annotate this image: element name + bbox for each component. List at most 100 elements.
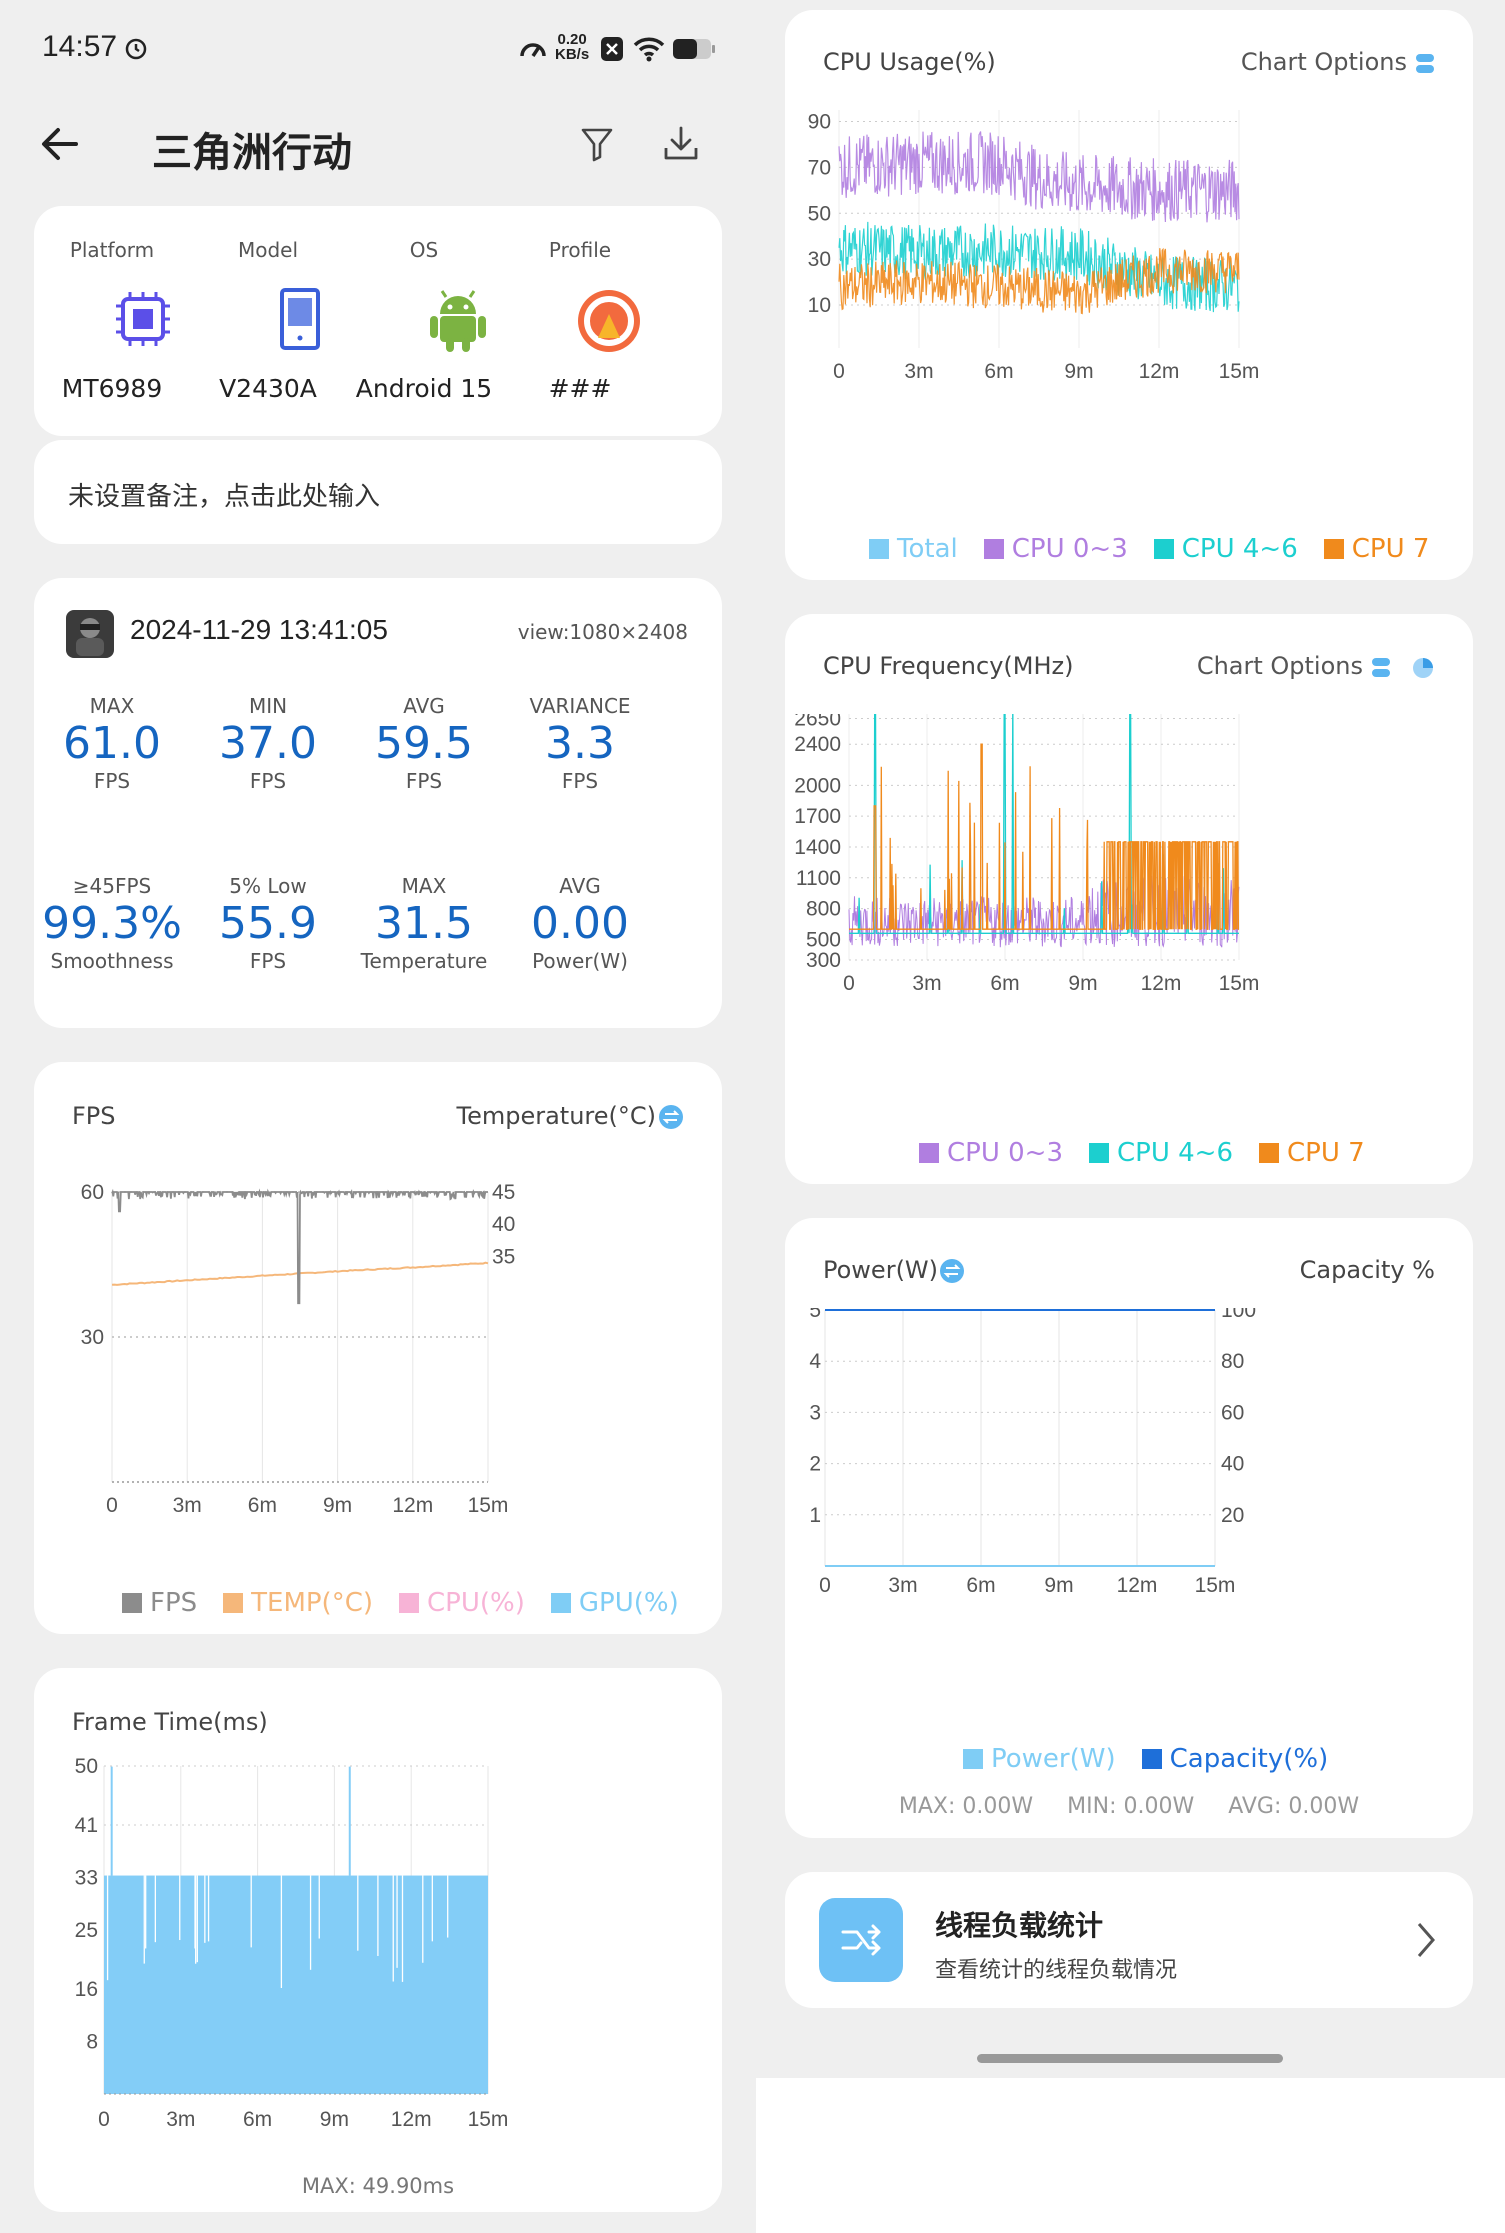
y-tick-label: 50 (75, 1755, 98, 1778)
stat-value: 0.00 (531, 898, 629, 949)
value-platform: MT6989 (61, 374, 163, 403)
x-tick-label: 9m (1064, 360, 1093, 383)
y-tick-label: 1700 (794, 805, 841, 828)
fps-chart-legend: FPS TEMP(°C) CPU(%) GPU(%) (122, 1588, 679, 1618)
switch-axis-icon[interactable] (939, 1258, 965, 1284)
stat-unit: FPS (93, 769, 131, 793)
stat-label: VARIANCE (529, 694, 631, 718)
legend-temp[interactable]: TEMP(°C) (223, 1588, 373, 1618)
y-tick-label: 33 (75, 1867, 98, 1890)
stat-label: ≥45FPS (72, 874, 152, 898)
y-right-tick-label: 20 (1221, 1504, 1244, 1527)
cpu-usage-line-1 (838, 221, 1240, 313)
bottom-area (756, 2078, 1505, 2233)
cpu-usage-line-0 (838, 131, 1240, 223)
x-tick-label: 9m (323, 1494, 352, 1517)
thread-load-card[interactable]: 线程负载统计 查看统计的线程负载情况 (785, 1872, 1473, 2008)
x-tick-label: 0 (106, 1494, 118, 1517)
stat-5pct-low: 5% Low 55.9 FPS (190, 874, 346, 973)
game-avatar (66, 610, 114, 658)
legend-swatch (1323, 539, 1344, 559)
stat-label: MAX (401, 874, 447, 898)
switch-axis-icon[interactable] (658, 1104, 684, 1130)
legend-swatch (1141, 1749, 1162, 1769)
x-tick-label: 6m (984, 360, 1013, 383)
legend-swatch (963, 1749, 983, 1769)
y-tick-label: 1100 (796, 867, 841, 890)
legend-total[interactable]: Total (869, 534, 958, 564)
legend-cpu46[interactable]: CPU 4~6 (1089, 1138, 1233, 1168)
x-tick-label: 15m (468, 2108, 509, 2131)
net-speed-unit: KB/s (555, 46, 590, 63)
y-right-tick-label: 45 (492, 1181, 515, 1204)
legend-cpu03[interactable]: CPU 0~3 (919, 1138, 1063, 1168)
x-tick-label: 6m (248, 1494, 277, 1517)
y-tick-label: 70 (808, 156, 831, 179)
legend-gpu[interactable]: GPU(%) (550, 1588, 679, 1618)
y-tick-label: 30 (808, 248, 831, 271)
x-tick-label: 15m (468, 1494, 509, 1517)
power-avg: AVG: 0.00W (1228, 1794, 1360, 1819)
stat-unit: Temperature (360, 949, 488, 973)
net-speed-value: 0.20 (557, 31, 587, 48)
legend-fps[interactable]: FPS (122, 1588, 197, 1618)
note-input[interactable]: 未设置备注，点击此处输入 (34, 440, 722, 544)
chart-options-button[interactable]: Chart Options (1196, 652, 1363, 680)
legend-power[interactable]: Power(W) (963, 1744, 1116, 1774)
back-arrow-icon[interactable] (40, 126, 80, 162)
temperature-axis-title: Temperature(°C) (456, 1102, 656, 1130)
y-tick-label: 8 (86, 2031, 98, 2054)
legend-capacity[interactable]: Capacity(%) (1141, 1744, 1328, 1774)
legend-swatch (223, 1593, 244, 1613)
x-tick-label: 15m (1219, 972, 1260, 995)
left-panel: 14:57 0.20 KB/s 三角洲行动 Platform Model OS … (34, 30, 722, 2212)
filter-icon[interactable] (580, 126, 614, 162)
y-tick-label: 41 (75, 1814, 98, 1837)
legend-cpu7[interactable]: CPU 7 (1323, 534, 1429, 564)
toggle-icon[interactable] (1371, 656, 1391, 680)
x-tick-label: 15m (1195, 1574, 1236, 1597)
download-icon[interactable] (662, 124, 700, 162)
legend-cpu03[interactable]: CPU 0~3 (983, 534, 1128, 564)
y-tick-label: 3 (809, 1401, 821, 1424)
home-indicator[interactable] (977, 2054, 1283, 2063)
x-tick-label: 0 (843, 972, 855, 995)
chart-options-button[interactable]: Chart Options (1240, 48, 1407, 76)
stat-label: 5% Low (229, 874, 307, 898)
y-tick-label: 50 (808, 202, 831, 225)
label-model: Model (237, 238, 299, 262)
profile-gauge-icon (578, 290, 640, 352)
cpu-usage-legend: Total CPU 0~3 CPU 4~6 CPU 7 (869, 534, 1429, 564)
y-tick-label: 25 (75, 1919, 98, 1942)
legend-label: TEMP(°C) (251, 1588, 374, 1618)
stats-row-1: MAX 61.0 FPS MIN 37.0 FPS AVG 59.5 FPS V… (34, 694, 722, 793)
power-title: Power(W) (823, 1256, 939, 1284)
x-tick-label: 3m (912, 972, 941, 995)
value-os: Android 15 (355, 374, 493, 403)
x-tick-label: 12m (1141, 972, 1182, 995)
x-tick-label: 6m (966, 1574, 995, 1597)
frame-time-chart: 0 3m 6m 9m 12m 15m 50 41 33 25 16 8 (75, 1755, 509, 2131)
stat-label: MAX (89, 694, 135, 718)
toggle-icon[interactable] (1415, 52, 1435, 76)
x-tick-label: 3m (888, 1574, 917, 1597)
stat-unit: FPS (249, 769, 287, 793)
stat-value: 55.9 (219, 898, 317, 949)
x-tick-label: 0 (833, 360, 845, 383)
x-tick-label: 6m (990, 972, 1019, 995)
power-legend: Power(W) Capacity(%) (963, 1744, 1328, 1774)
x-tick-label: 0 (819, 1574, 831, 1597)
phone-icon (280, 288, 320, 350)
x-tick-label: 6m (243, 2108, 272, 2131)
legend-label: CPU 7 (1287, 1138, 1365, 1168)
frame-time-area (104, 1875, 488, 2094)
x-tick-label: 15m (1219, 360, 1260, 383)
legend-label: Power(W) (991, 1744, 1116, 1774)
legend-cpu46[interactable]: CPU 4~6 (1153, 534, 1298, 564)
pie-chart-icon[interactable] (1411, 656, 1435, 680)
cpu-usage-line-2 (838, 247, 1240, 315)
legend-cpu7[interactable]: CPU 7 (1259, 1138, 1365, 1168)
legend-label: CPU 4~6 (1117, 1138, 1233, 1168)
page-title: 三角洲行动 (152, 130, 352, 176)
legend-cpu[interactable]: CPU(%) (399, 1588, 525, 1618)
